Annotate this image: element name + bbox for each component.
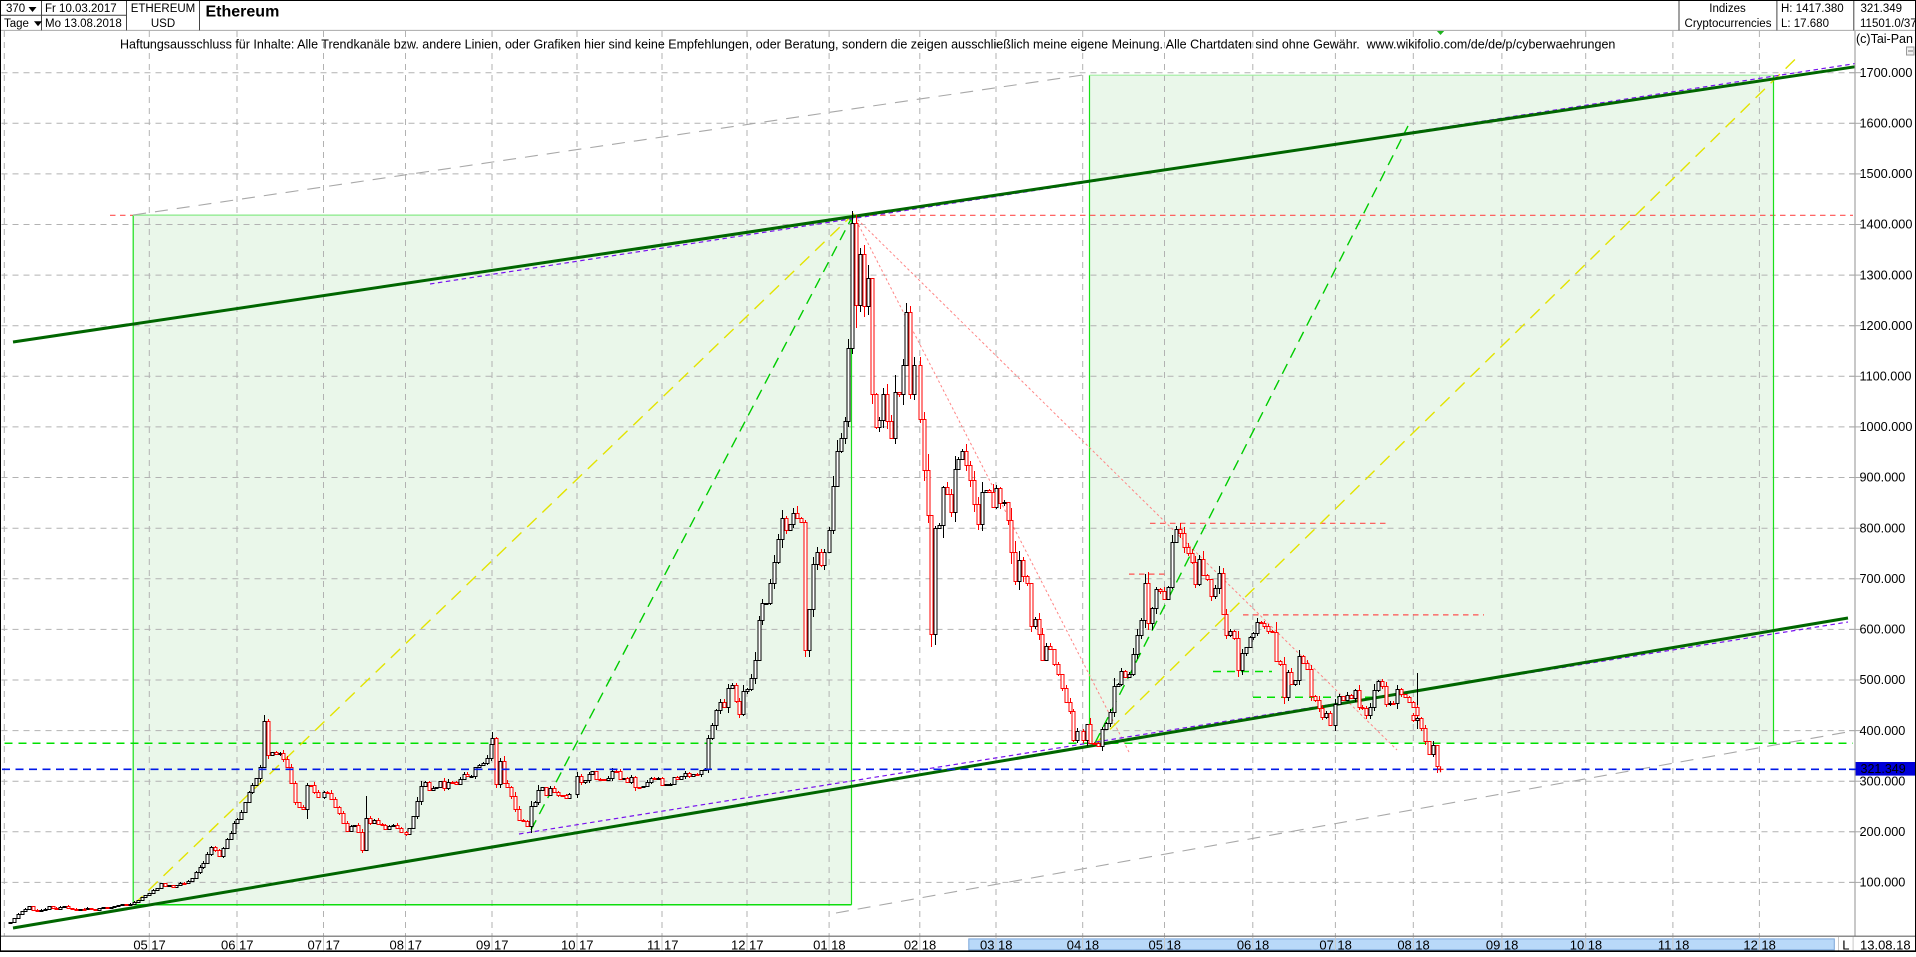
svg-text:18: 18 (1504, 937, 1518, 952)
svg-text:10: 10 (1570, 937, 1584, 952)
svg-text:17: 17 (749, 937, 763, 952)
svg-text:1200.000: 1200.000 (1860, 319, 1913, 333)
svg-text:500.000: 500.000 (1860, 673, 1906, 687)
svg-text:L: L (1842, 937, 1849, 952)
svg-text:1100.000: 1100.000 (1860, 370, 1912, 384)
svg-text:Tage: Tage (4, 18, 29, 30)
svg-text:Haftungsausschluss für Inhalte: Haftungsausschluss für Inhalte: Alle Tre… (120, 38, 1615, 52)
svg-text:17: 17 (326, 937, 340, 952)
svg-text:370: 370 (6, 3, 25, 15)
svg-text:07: 07 (308, 937, 322, 952)
svg-text:321.349: 321.349 (1861, 762, 1906, 776)
svg-text:L: 17.680: L: 17.680 (1781, 18, 1829, 30)
svg-text:07: 07 (1319, 937, 1333, 952)
svg-text:06: 06 (221, 937, 235, 952)
svg-text:400.000: 400.000 (1860, 724, 1906, 738)
svg-text:10: 10 (561, 937, 575, 952)
svg-text:USD: USD (151, 18, 175, 30)
svg-text:05: 05 (1149, 937, 1163, 952)
svg-text:05: 05 (133, 937, 147, 952)
svg-text:600.000: 600.000 (1860, 623, 1906, 637)
svg-text:09: 09 (1486, 937, 1500, 952)
svg-text:18: 18 (1675, 937, 1689, 952)
svg-text:11: 11 (1658, 937, 1672, 952)
svg-text:13.08.18: 13.08.18 (1860, 937, 1911, 952)
svg-text:900.000: 900.000 (1860, 471, 1906, 485)
svg-text:321.349: 321.349 (1861, 3, 1903, 15)
svg-text:06: 06 (1237, 937, 1251, 952)
svg-text:08: 08 (390, 937, 404, 952)
svg-text:Fr 10.03.2017: Fr 10.03.2017 (45, 3, 117, 15)
svg-text:09: 09 (476, 937, 490, 952)
svg-text:18: 18 (1255, 937, 1269, 952)
svg-text:01: 01 (813, 937, 827, 952)
svg-text:Mo 13.08.2018: Mo 13.08.2018 (45, 18, 122, 30)
svg-text:17: 17 (579, 937, 593, 952)
svg-text:11501.0/37: 11501.0/37 (1860, 18, 1916, 30)
svg-text:100.000: 100.000 (1860, 876, 1906, 890)
svg-text:17: 17 (664, 937, 678, 952)
svg-text:17: 17 (408, 937, 422, 952)
svg-text:18: 18 (1167, 937, 1181, 952)
svg-text:18: 18 (831, 937, 845, 952)
svg-text:12: 12 (731, 937, 745, 952)
svg-text:18: 18 (1588, 937, 1602, 952)
svg-text:04: 04 (1067, 937, 1081, 952)
svg-text:700.000: 700.000 (1860, 572, 1906, 586)
svg-text:12: 12 (1743, 937, 1757, 952)
svg-text:H: 1417.380: H: 1417.380 (1781, 3, 1844, 15)
svg-text:1500.000: 1500.000 (1860, 167, 1913, 181)
svg-text:17: 17 (239, 937, 253, 952)
svg-text:17: 17 (494, 937, 508, 952)
svg-text:Cryptocurrencies: Cryptocurrencies (1685, 18, 1772, 30)
svg-text:300.000: 300.000 (1860, 774, 1906, 788)
svg-text:17: 17 (151, 937, 165, 952)
svg-text:Indizes: Indizes (1709, 3, 1746, 15)
svg-text:18: 18 (1337, 937, 1351, 952)
svg-text:200.000: 200.000 (1860, 825, 1906, 839)
svg-text:08: 08 (1397, 937, 1411, 952)
svg-text:1600.000: 1600.000 (1860, 117, 1913, 131)
svg-text:1700.000: 1700.000 (1860, 66, 1913, 80)
svg-text:1000.000: 1000.000 (1860, 420, 1913, 434)
svg-text:02: 02 (904, 937, 918, 952)
svg-text:(c)Tai-Pan: (c)Tai-Pan (1856, 32, 1913, 46)
svg-text:18: 18 (922, 937, 936, 952)
svg-text:800.000: 800.000 (1860, 521, 1906, 535)
svg-text:18: 18 (998, 937, 1012, 952)
svg-text:18: 18 (1085, 937, 1099, 952)
svg-text:ETHEREUM: ETHEREUM (131, 3, 196, 15)
svg-text:18: 18 (1761, 937, 1775, 952)
svg-text:11: 11 (647, 937, 661, 952)
svg-text:18: 18 (1415, 937, 1429, 952)
svg-text:Ethereum: Ethereum (206, 4, 280, 21)
svg-text:1400.000: 1400.000 (1860, 218, 1913, 232)
svg-text:1300.000: 1300.000 (1860, 268, 1913, 282)
svg-text:03: 03 (980, 937, 994, 952)
